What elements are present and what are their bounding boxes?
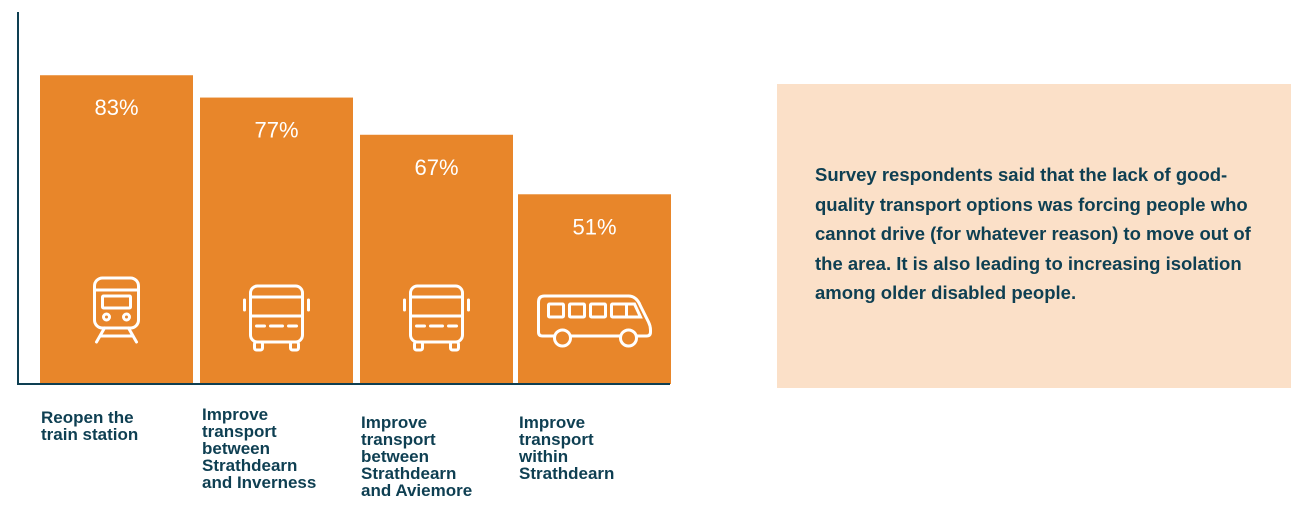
value-label-0: 83%: [94, 95, 138, 120]
bus-icon: [403, 284, 470, 352]
minibus-icon: [537, 294, 652, 348]
category-label-reopen-train-station: Reopen the train station: [41, 408, 139, 444]
axes-layer: [17, 12, 670, 385]
category-label-strathdearn-inverness: Improve transport between Strathdearn an…: [202, 405, 317, 492]
bus-icon: [243, 284, 310, 352]
value-label-2: 67%: [414, 155, 458, 180]
survey-callout-text: Survey respondents said that the lack of…: [815, 164, 1251, 303]
bar-chart: 83% 77% 67% 51%: [17, 12, 671, 385]
bar-3: [518, 194, 671, 384]
value-label-1: 77%: [254, 118, 298, 143]
value-label-3: 51%: [572, 214, 616, 239]
category-label-strathdearn-aviemore: Improve transport between Strathdearn an…: [361, 413, 473, 500]
survey-callout-box: Survey respondents said that the lack of…: [777, 84, 1291, 388]
bar-0: [40, 75, 193, 385]
bar-1: [200, 97, 353, 384]
category-label-within-strathdearn: Improve transport within Strathdearn: [519, 413, 615, 483]
bars-layer: 83% 77% 67% 51%: [40, 75, 671, 385]
train-icon: [93, 276, 140, 344]
